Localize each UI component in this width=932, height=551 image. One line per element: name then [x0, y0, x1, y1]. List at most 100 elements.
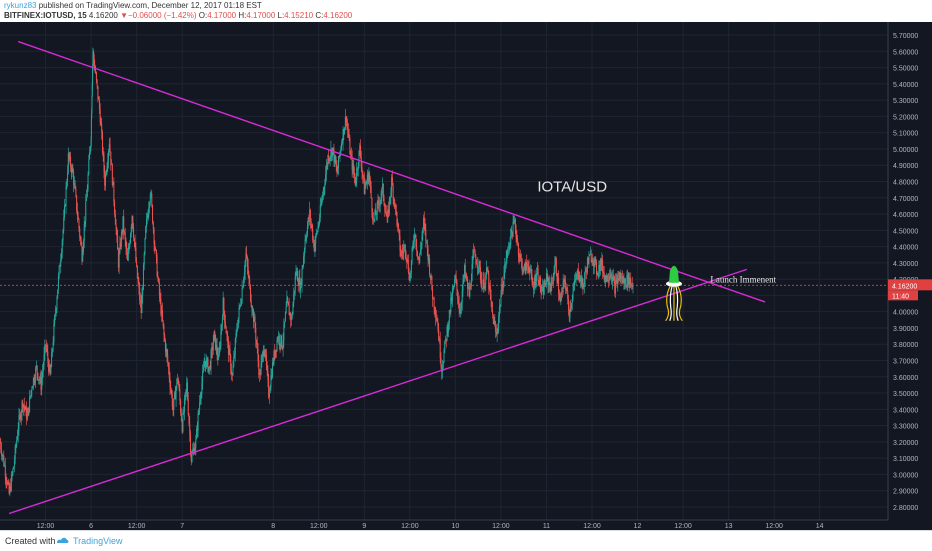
candle-body [368, 173, 370, 183]
candle-body [446, 326, 448, 341]
candle-body [370, 185, 372, 198]
candle-body [552, 283, 554, 284]
candle-body [555, 258, 557, 265]
price-chart[interactable]: 5.70000 5.60000 5.50000 5.40000 5.30000 5.200… [0, 22, 932, 530]
candle-body [52, 342, 54, 350]
candle-body [250, 300, 252, 307]
candle-body [302, 265, 304, 269]
candle-body [67, 172, 69, 182]
candle-body [338, 156, 340, 169]
candle-body [94, 68, 96, 72]
candle-body [415, 234, 417, 247]
candle-body [227, 340, 229, 355]
chart-area[interactable]: 5.70000 5.60000 5.50000 5.40000 5.30000 5.200… [0, 22, 932, 530]
candle-body [462, 279, 464, 291]
candle-body [312, 240, 314, 242]
candle-body [135, 247, 137, 262]
candle-body [5, 476, 7, 481]
candle-body [32, 377, 34, 387]
y-tick-label: 5.60000 [893, 49, 918, 56]
candle-body [480, 279, 482, 281]
candle-body [394, 204, 396, 208]
candle-body [224, 310, 226, 323]
candle-body [443, 351, 445, 363]
candle-body [196, 428, 198, 439]
candle-body [413, 241, 415, 244]
candle-body [435, 317, 437, 319]
candle-body [325, 174, 327, 184]
candle-body [285, 306, 287, 313]
candle-body [20, 413, 22, 420]
candle-body [144, 238, 146, 254]
candle-body [536, 273, 538, 282]
candle-body [419, 253, 421, 263]
candle-body [289, 313, 291, 316]
candle-body [291, 314, 293, 318]
candle-body [586, 270, 588, 273]
candle-body [503, 273, 505, 285]
candle-body [38, 379, 40, 381]
candle-body [255, 328, 257, 341]
candle-body [147, 215, 149, 218]
candle-body [46, 348, 48, 352]
candle-body [380, 196, 382, 201]
candle-body [108, 144, 110, 151]
candle-body [45, 345, 47, 349]
candle-body [128, 246, 130, 251]
candle-body [225, 327, 227, 334]
candle-body [353, 164, 355, 173]
candle-body [401, 251, 403, 253]
candle-body [564, 279, 566, 281]
tradingview-brand-link[interactable]: TradingView [73, 536, 123, 546]
candle-body [579, 279, 581, 282]
candle-body [492, 314, 494, 325]
candle-body [145, 219, 147, 227]
candle-body [514, 219, 516, 223]
candle-body [544, 283, 546, 287]
author-link[interactable]: rykunz83 [4, 1, 37, 10]
candle-body [45, 344, 47, 346]
high-value: 4.17000 [246, 11, 276, 20]
candle-body [493, 320, 495, 325]
candle-body [345, 116, 347, 123]
candle-body [391, 177, 393, 186]
candle-body [43, 354, 45, 366]
candle-body [111, 164, 113, 186]
candle-body [473, 250, 475, 252]
candle-body [95, 71, 97, 73]
candle-body [131, 216, 133, 227]
candle-body [293, 293, 295, 304]
candle-body [142, 264, 144, 290]
candle-body [68, 153, 70, 159]
candle-body [167, 363, 169, 368]
candle-body [265, 354, 267, 366]
low-label: L: [277, 11, 285, 20]
candle-body [511, 232, 513, 237]
candle-body [535, 281, 537, 286]
candle-body [138, 282, 140, 288]
candle-body [57, 289, 59, 299]
candle-body [572, 290, 574, 299]
candle-body [16, 439, 18, 447]
candle-body [141, 295, 143, 314]
candle-body [244, 261, 246, 273]
candle-body [169, 378, 171, 388]
candle-body [410, 260, 412, 273]
y-tick-label: 4.60000 [893, 212, 918, 219]
candle-body [148, 207, 150, 216]
candle-body [158, 278, 160, 282]
candle-body [369, 180, 371, 186]
x-tick-label: 12:00 [674, 523, 692, 530]
candle-body [49, 364, 51, 375]
candle-body [259, 372, 261, 375]
last-price-tag [888, 279, 932, 291]
candle-body [21, 402, 23, 414]
candle-body [90, 118, 92, 139]
candle-body [416, 250, 418, 257]
candle-body [479, 267, 481, 280]
candle-body [538, 280, 540, 286]
candle-body [123, 231, 125, 233]
candle-body [23, 404, 25, 408]
candle-body [365, 184, 367, 187]
candle-body [533, 277, 535, 290]
